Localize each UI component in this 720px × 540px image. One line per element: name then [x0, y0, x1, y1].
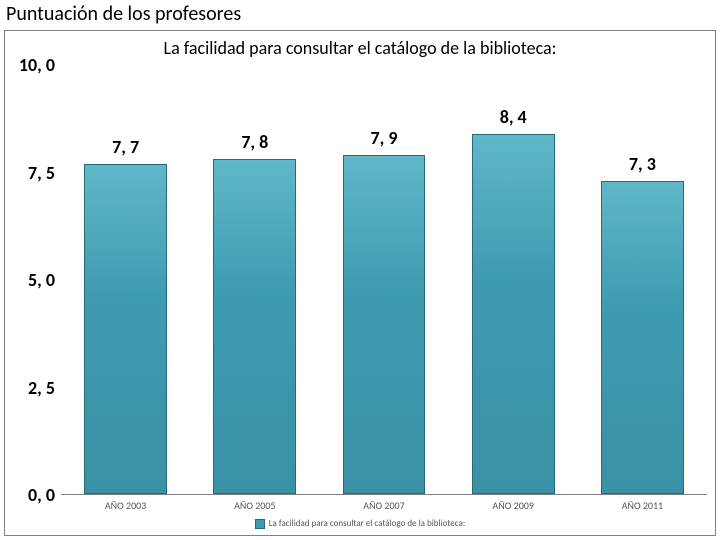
bar	[84, 164, 167, 494]
bars-container: 7, 7 7, 8 7, 9 8, 4 7, 3	[61, 65, 707, 494]
x-tick-label: AÑO 2005	[190, 499, 319, 512]
bar-value-label: 8, 4	[500, 106, 527, 128]
y-tick-label: 5, 0	[28, 269, 55, 291]
legend: La facilidad para consultar el catálogo …	[5, 514, 715, 535]
y-tick-label: 0, 0	[28, 484, 55, 506]
x-tick-label: AÑO 2007	[319, 499, 448, 512]
legend-swatch	[255, 519, 265, 529]
bar-slot: 7, 8	[190, 65, 319, 494]
bar-value-label: 7, 3	[629, 153, 656, 175]
bar-slot: 8, 4	[449, 65, 578, 494]
bar-value-label: 7, 8	[241, 131, 268, 153]
x-tick-label: AÑO 2003	[61, 499, 190, 512]
y-tick-label: 2, 5	[28, 377, 55, 399]
bar	[601, 181, 684, 494]
page: Puntuación de los profesores La facilida…	[0, 0, 720, 540]
bar-slot: 7, 9	[319, 65, 448, 494]
plot-row: 0, 02, 55, 07, 510, 0 7, 77, 87, 98, 47,…	[5, 61, 715, 495]
bar	[343, 155, 426, 494]
chart-frame: La facilidad para consultar el catálogo …	[4, 30, 716, 536]
y-axis: 0, 02, 55, 07, 510, 0	[13, 65, 61, 495]
bar-slot: 7, 7	[61, 65, 190, 494]
bar-value-label: 7, 9	[371, 127, 398, 149]
x-axis-row: AÑO 2003AÑO 2005AÑO 2007AÑO 2009AÑO 2011	[5, 495, 715, 514]
legend-text: La facilidad para consultar el catálogo …	[269, 518, 465, 529]
page-title: Puntuación de los profesores	[0, 0, 720, 28]
y-tick-label: 10, 0	[19, 54, 55, 76]
bar	[213, 159, 296, 494]
x-axis-labels: AÑO 2003AÑO 2005AÑO 2007AÑO 2009AÑO 2011	[61, 499, 707, 512]
bar-slot: 7, 3	[578, 65, 707, 494]
plot-area: 7, 7 7, 8 7, 9 8, 4 7, 3	[61, 65, 707, 495]
bar-value-label: 7, 7	[112, 136, 139, 158]
chart-title: La facilidad para consultar el catálogo …	[5, 31, 715, 61]
y-tick-label: 7, 5	[28, 162, 55, 184]
x-tick-label: AÑO 2009	[449, 499, 578, 512]
bar	[472, 134, 555, 494]
x-tick-label: AÑO 2011	[578, 499, 707, 512]
